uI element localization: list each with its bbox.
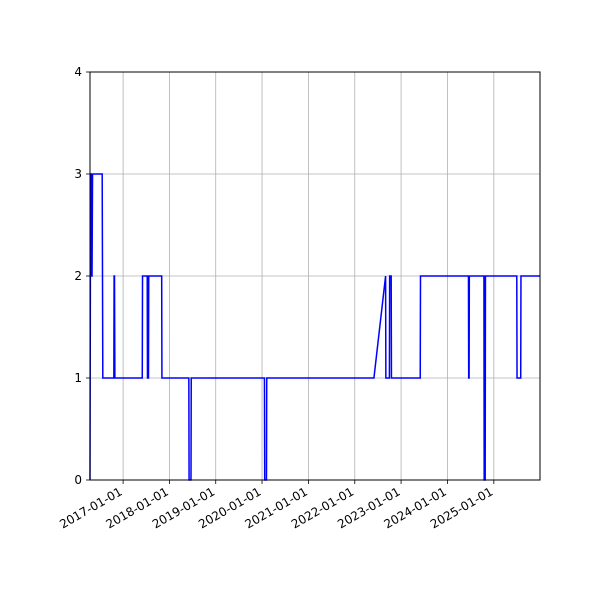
series-line-0 <box>89 173 540 481</box>
y-tick-label: 4 <box>74 65 82 79</box>
y-tick-label: 2 <box>74 269 82 283</box>
y-tick-label: 1 <box>74 371 82 385</box>
y-tick-label: 3 <box>74 167 82 181</box>
plot-series <box>89 173 540 481</box>
y-axis: 0 1 2 3 4 <box>74 65 90 487</box>
y-tick-label: 0 <box>74 473 82 487</box>
